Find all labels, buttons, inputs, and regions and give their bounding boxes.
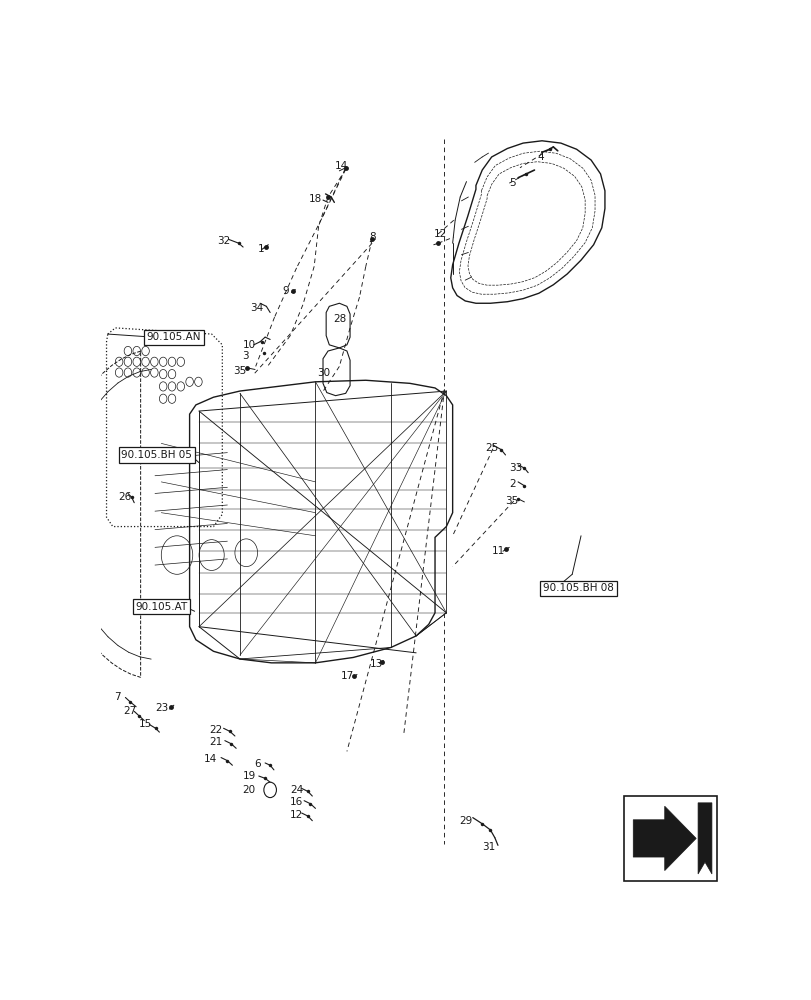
Text: 22: 22 xyxy=(209,725,223,735)
Text: 18: 18 xyxy=(309,194,322,204)
Polygon shape xyxy=(697,803,711,874)
Text: 9: 9 xyxy=(282,286,289,296)
Text: 33: 33 xyxy=(508,463,522,473)
Text: 23: 23 xyxy=(156,703,169,713)
Text: 12: 12 xyxy=(433,229,447,239)
Text: 14: 14 xyxy=(204,754,217,764)
Text: 1: 1 xyxy=(257,244,264,254)
Text: 6: 6 xyxy=(254,759,260,769)
Text: 24: 24 xyxy=(290,785,303,795)
Text: 13: 13 xyxy=(369,659,382,669)
Text: 10: 10 xyxy=(242,340,255,350)
Text: 7: 7 xyxy=(114,692,121,702)
FancyBboxPatch shape xyxy=(623,796,716,881)
Text: 28: 28 xyxy=(333,314,346,324)
Text: 34: 34 xyxy=(250,303,263,313)
Text: 2: 2 xyxy=(508,479,515,489)
Text: 31: 31 xyxy=(482,842,495,852)
Text: 12: 12 xyxy=(290,810,303,820)
Text: 21: 21 xyxy=(209,737,223,747)
Text: 4: 4 xyxy=(536,152,543,162)
Text: 90.105.AN: 90.105.AN xyxy=(147,332,201,342)
Text: 19: 19 xyxy=(242,771,255,781)
Text: 11: 11 xyxy=(491,546,504,556)
Text: 3: 3 xyxy=(242,351,249,361)
Text: 5: 5 xyxy=(508,178,515,188)
Text: 32: 32 xyxy=(217,236,230,246)
Text: 26: 26 xyxy=(118,492,131,502)
Text: 90.105.BH 08: 90.105.BH 08 xyxy=(543,583,613,593)
Text: 90.105.AT: 90.105.AT xyxy=(135,602,187,612)
Polygon shape xyxy=(633,806,695,871)
Text: 29: 29 xyxy=(458,816,472,826)
Text: 15: 15 xyxy=(139,719,152,729)
Text: 16: 16 xyxy=(290,797,303,807)
Text: 30: 30 xyxy=(316,368,329,378)
Text: 90.105.BH 05: 90.105.BH 05 xyxy=(122,450,192,460)
Text: 27: 27 xyxy=(122,706,136,716)
Text: 35: 35 xyxy=(505,496,518,506)
Text: 20: 20 xyxy=(242,785,255,795)
Text: 8: 8 xyxy=(368,232,375,242)
Text: 14: 14 xyxy=(334,161,347,171)
Text: 35: 35 xyxy=(234,366,247,376)
Text: 17: 17 xyxy=(341,671,354,681)
Text: 25: 25 xyxy=(485,443,498,453)
